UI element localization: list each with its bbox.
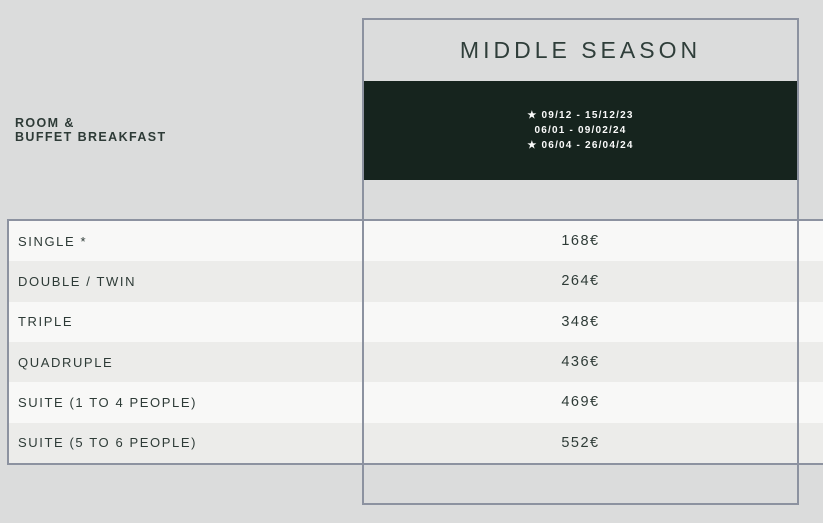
table-title: ROOM & BUFFET BREAKFAST xyxy=(15,116,167,144)
room-price: 168€ xyxy=(561,233,600,250)
table-row-double-twin: DOUBLE / TWIN 264€ xyxy=(9,261,823,302)
room-type-label: DOUBLE / TWIN xyxy=(18,273,137,289)
room-type-label: SINGLE * xyxy=(18,233,88,249)
room-type-label: SUITE (1 TO 4 PEOPLE) xyxy=(18,394,198,410)
table-row-triple: TRIPLE 348€ xyxy=(9,301,823,342)
season-date-range-3: ★ 06/04 - 26/04/24 xyxy=(527,140,634,151)
room-price: 469€ xyxy=(561,394,600,411)
table-row-suite-5-6: SUITE (5 TO 6 PEOPLE) 552€ xyxy=(9,422,823,463)
season-date-range-1: ★ 09/12 - 15/12/23 xyxy=(527,110,634,121)
room-price: 264€ xyxy=(561,273,600,290)
table-title-line2: BUFFET BREAKFAST xyxy=(15,130,167,144)
table-row-quadruple: QUADRUPLE 436€ xyxy=(9,341,823,383)
season-date-range-2: 06/01 - 09/02/24 xyxy=(534,125,627,136)
season-dates-band: ★ 09/12 - 15/12/23 06/01 - 09/02/24 ★ 06… xyxy=(364,81,797,180)
table-row-single: SINGLE * 168€ xyxy=(9,221,823,262)
room-price: 348€ xyxy=(561,313,600,330)
room-type-label: QUADRUPLE xyxy=(18,354,114,370)
room-type-label: TRIPLE xyxy=(18,314,74,330)
room-type-label: SUITE (5 TO 6 PEOPLE) xyxy=(18,435,198,451)
middle-season-column: MIDDLE SEASON ★ 09/12 - 15/12/23 06/01 -… xyxy=(362,18,799,505)
room-price: 552€ xyxy=(561,434,600,451)
table-title-line1: ROOM & xyxy=(15,116,75,130)
table-row-suite-1-4: SUITE (1 TO 4 PEOPLE) 469€ xyxy=(9,382,823,423)
rate-table: SINGLE * 168€ DOUBLE / TWIN 264€ TRIPLE … xyxy=(7,219,823,465)
season-title-area: MIDDLE SEASON xyxy=(364,20,797,81)
room-price: 436€ xyxy=(561,354,600,371)
season-title: MIDDLE SEASON xyxy=(459,37,702,63)
